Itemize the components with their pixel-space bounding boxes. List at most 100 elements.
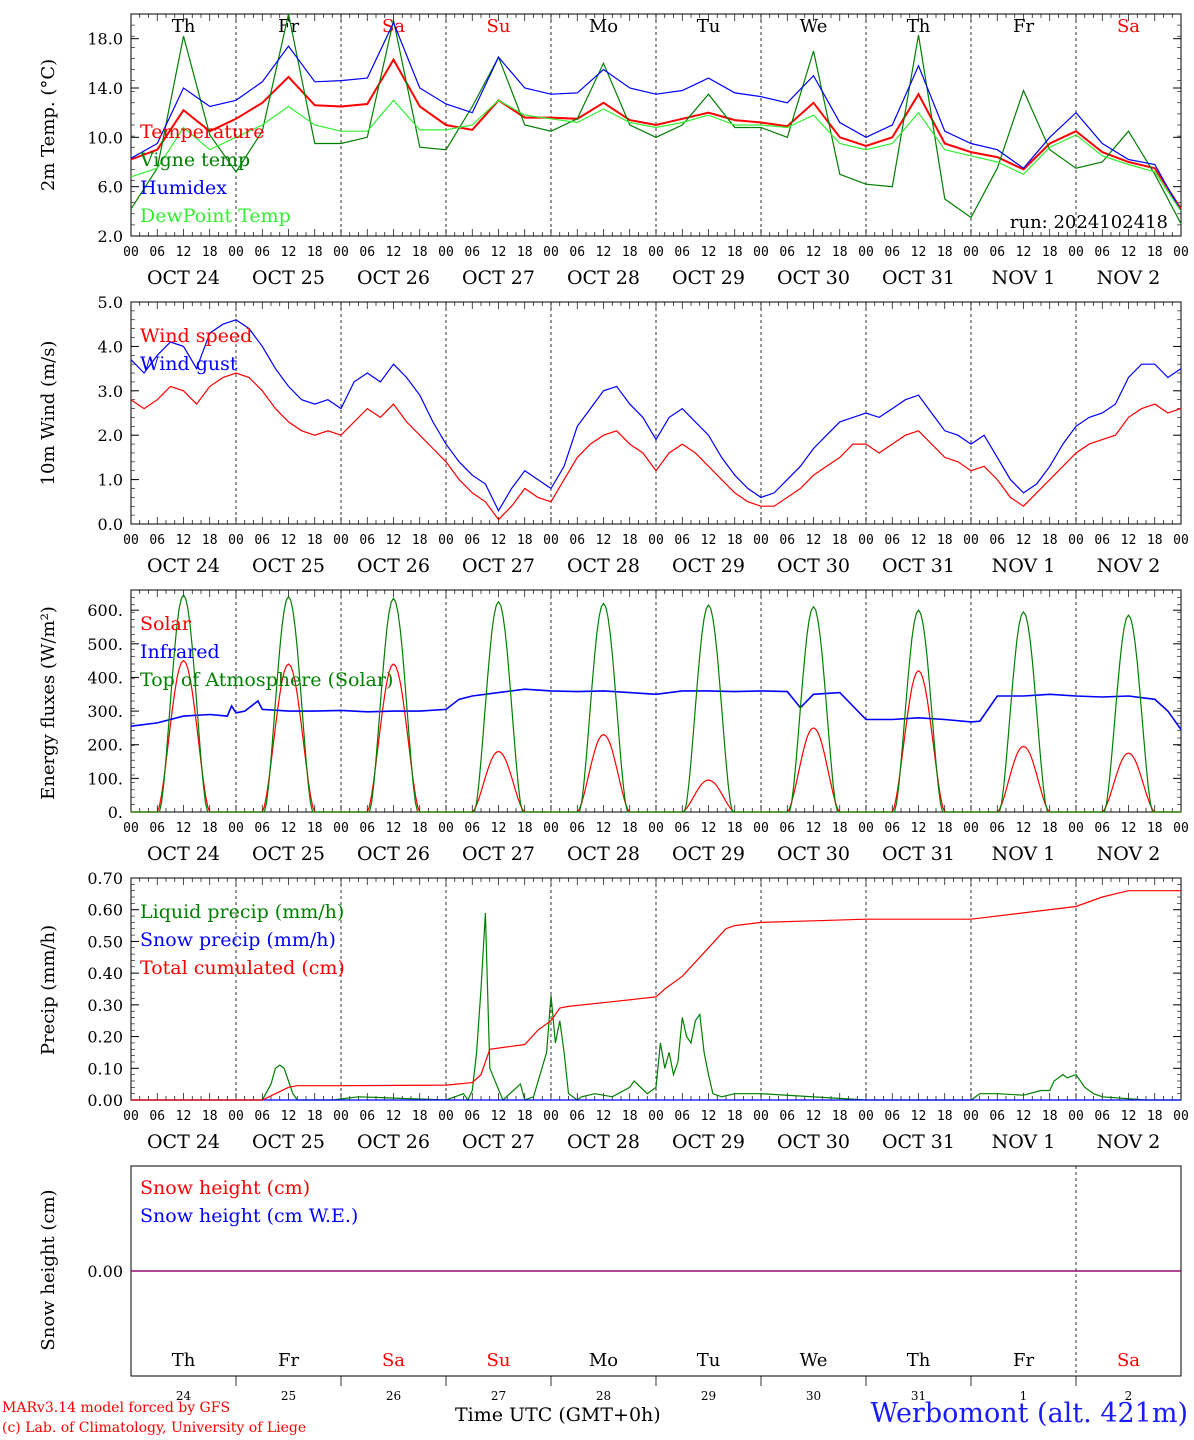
hour-tick-label: 12 [1121,821,1137,836]
hour-tick-label: 00 [753,533,769,548]
y-tick-label: 400. [87,668,123,687]
series-line-humidex [130,21,1182,212]
hour-tick-label: 18 [307,245,323,260]
hour-tick-label: 18 [937,533,953,548]
hour-tick-label: 12 [1016,533,1032,548]
hour-tick-label: 18 [832,821,848,836]
hour-tick-label: 00 [648,821,664,836]
hour-tick-label: 00 [963,533,979,548]
hour-tick-label: 18 [307,533,323,548]
model-credit-line: MARv3.14 model forced by GFS [2,1400,231,1416]
legend-entry: Humidex [140,177,227,199]
weekday-label: Fr [278,1350,299,1371]
hour-tick-label: 12 [491,533,507,548]
hour-tick-label: 06 [884,533,900,548]
hour-tick-label: 00 [858,821,874,836]
weekday-label: Fr [1013,16,1034,37]
hour-tick-label: 12 [1016,821,1032,836]
legend-entry: Liquid precip (mm/h) [140,901,344,923]
hour-tick-label: 12 [806,533,822,548]
hour-tick-label: 06 [359,533,375,548]
hour-tick-label: 12 [596,533,612,548]
hour-tick-label: 06 [989,245,1005,260]
hour-tick-label: 12 [386,245,402,260]
date-label: OCT 24 [147,267,220,289]
date-label: OCT 27 [462,555,535,577]
x-axis-title: Time UTC (GMT+0h) [455,1404,661,1426]
hour-tick-label: 00 [963,1109,979,1124]
y-tick-label: 100. [87,769,123,788]
hour-tick-label: 00 [543,533,559,548]
day-number-label: 2 [1125,1389,1133,1403]
hour-tick-label: 00 [1173,821,1189,836]
hour-tick-label: 18 [202,245,218,260]
hour-tick-label: 12 [281,245,297,260]
legend-entry: Vigne temp [139,149,250,171]
hour-tick-label: 00 [963,821,979,836]
y-tick-label: 0.50 [87,932,123,951]
hour-tick-label: 12 [281,533,297,548]
hour-tick-label: 18 [1147,533,1163,548]
hour-tick-label: 00 [753,1109,769,1124]
y-tick-label: 300. [87,702,123,721]
hour-tick-label: 18 [727,533,743,548]
hour-tick-label: 00 [753,821,769,836]
date-label: OCT 29 [672,555,745,577]
y-tick-label: 0.0 [98,515,123,534]
hour-tick-label: 12 [176,533,192,548]
y-tick-label: 0. [108,803,123,822]
hour-tick-label: 12 [701,533,717,548]
hour-tick-label: 00 [228,1109,244,1124]
hour-tick-label: 06 [674,245,690,260]
legend-entry: Total cumulated (cm) [140,957,345,979]
hour-tick-label: 12 [1121,533,1137,548]
hour-tick-label: 00 [858,245,874,260]
hour-tick-label: 18 [412,1109,428,1124]
date-label: OCT 30 [777,843,850,865]
y-tick-label: 0.70 [87,869,123,888]
y-tick-label: 2.0 [98,227,123,246]
hour-tick-label: 12 [491,1109,507,1124]
hour-tick-label: 06 [254,533,270,548]
y-tick-label: 0.10 [87,1059,123,1078]
legend-entry: Infrared [140,641,220,663]
model-credits: MARv3.14 model forced by GFS (c) Lab. of… [2,1398,306,1438]
hour-tick-label: 18 [202,1109,218,1124]
series-line-dewpoint-temp [130,99,1182,212]
day-number-label: 24 [176,1389,192,1403]
hour-tick-label: 06 [464,1109,480,1124]
date-label: NOV 2 [1097,843,1161,865]
y-axis-label: 10m Wind (m/s) [38,341,59,486]
weekday-label: Th [907,16,931,37]
hour-tick-label: 18 [1042,821,1058,836]
series-line-wind-speed [130,372,1182,521]
y-axis-label: Precip (mm/h) [38,925,59,1055]
hour-tick-label: 18 [727,1109,743,1124]
hour-tick-label: 00 [438,1109,454,1124]
day-number-label: 29 [701,1389,716,1403]
hour-tick-label: 18 [832,1109,848,1124]
date-label: OCT 29 [672,843,745,865]
hour-tick-label: 12 [281,1109,297,1124]
day-number-label: 30 [806,1389,821,1403]
hour-tick-label: 00 [543,1109,559,1124]
weekday-label: We [800,16,828,37]
hour-tick-label: 00 [1068,533,1084,548]
weekday-label: Fr [278,16,299,37]
hour-tick-label: 00 [858,533,874,548]
date-label: OCT 31 [882,555,955,577]
y-tick-label: 3.0 [98,382,123,401]
hour-tick-label: 06 [569,533,585,548]
date-label: OCT 28 [567,555,640,577]
hour-tick-label: 00 [543,245,559,260]
hour-tick-label: 18 [832,245,848,260]
date-label: OCT 25 [252,1131,325,1153]
hour-tick-label: 18 [517,533,533,548]
day-number-label: 1 [1020,1389,1028,1403]
y-tick-label: 4.0 [98,337,123,356]
hour-tick-label: 00 [438,533,454,548]
hour-tick-label: 18 [202,533,218,548]
hour-tick-label: 00 [123,821,139,836]
hour-tick-label: 18 [517,245,533,260]
